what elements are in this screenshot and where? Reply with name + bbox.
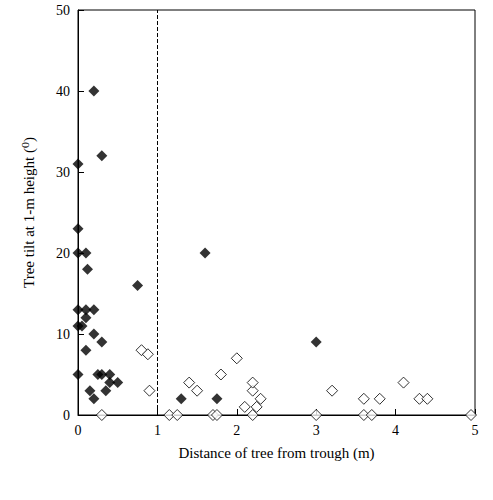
svg-text:50: 50: [56, 3, 70, 18]
svg-text:Distance of tree from trough (: Distance of tree from trough (m): [178, 445, 374, 462]
svg-text:0: 0: [63, 408, 70, 423]
svg-text:4: 4: [392, 423, 399, 438]
svg-text:Tree tilt at 1-m height (⁰): Tree tilt at 1-m height (⁰): [21, 137, 38, 288]
svg-text:1: 1: [154, 423, 161, 438]
svg-text:40: 40: [56, 84, 70, 99]
svg-text:30: 30: [56, 165, 70, 180]
svg-text:20: 20: [56, 246, 70, 261]
svg-text:0: 0: [75, 423, 82, 438]
svg-text:2: 2: [233, 423, 240, 438]
svg-text:10: 10: [56, 327, 70, 342]
svg-text:5: 5: [472, 423, 479, 438]
svg-text:3: 3: [313, 423, 320, 438]
